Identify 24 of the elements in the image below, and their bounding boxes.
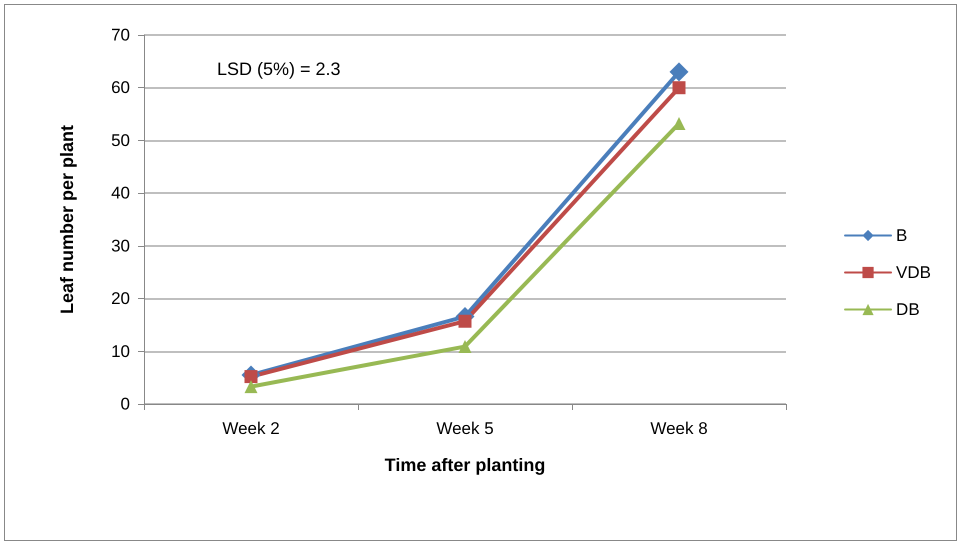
point <box>672 117 686 130</box>
point <box>244 380 258 394</box>
y-tick-label: 0 <box>120 394 130 414</box>
legend-label: VDB <box>896 263 932 282</box>
x-tick-label: Week 2 <box>222 419 280 438</box>
y-tick-label: 50 <box>111 130 130 150</box>
x-axis-title: Time after planting <box>384 455 546 475</box>
y-tick-label: 20 <box>111 289 130 308</box>
point <box>458 314 472 328</box>
point <box>244 370 258 384</box>
point <box>672 81 686 94</box>
y-axis-title: Leaf number per plant <box>57 124 77 314</box>
point <box>458 340 472 354</box>
legend-label: DB <box>896 300 920 319</box>
y-tick-label: 40 <box>111 184 130 203</box>
x-tick-label: Week 8 <box>650 419 708 438</box>
y-tick-label: 70 <box>111 26 130 44</box>
y-tick-label: 30 <box>111 236 130 256</box>
annotation: LSD (5%) = 2.3 <box>217 59 341 79</box>
y-tick-label: 10 <box>111 342 130 361</box>
x-tick-label: Week 5 <box>436 419 494 438</box>
legend-label: B <box>896 226 908 245</box>
point <box>670 62 688 82</box>
y-tick-label: 60 <box>111 78 130 98</box>
